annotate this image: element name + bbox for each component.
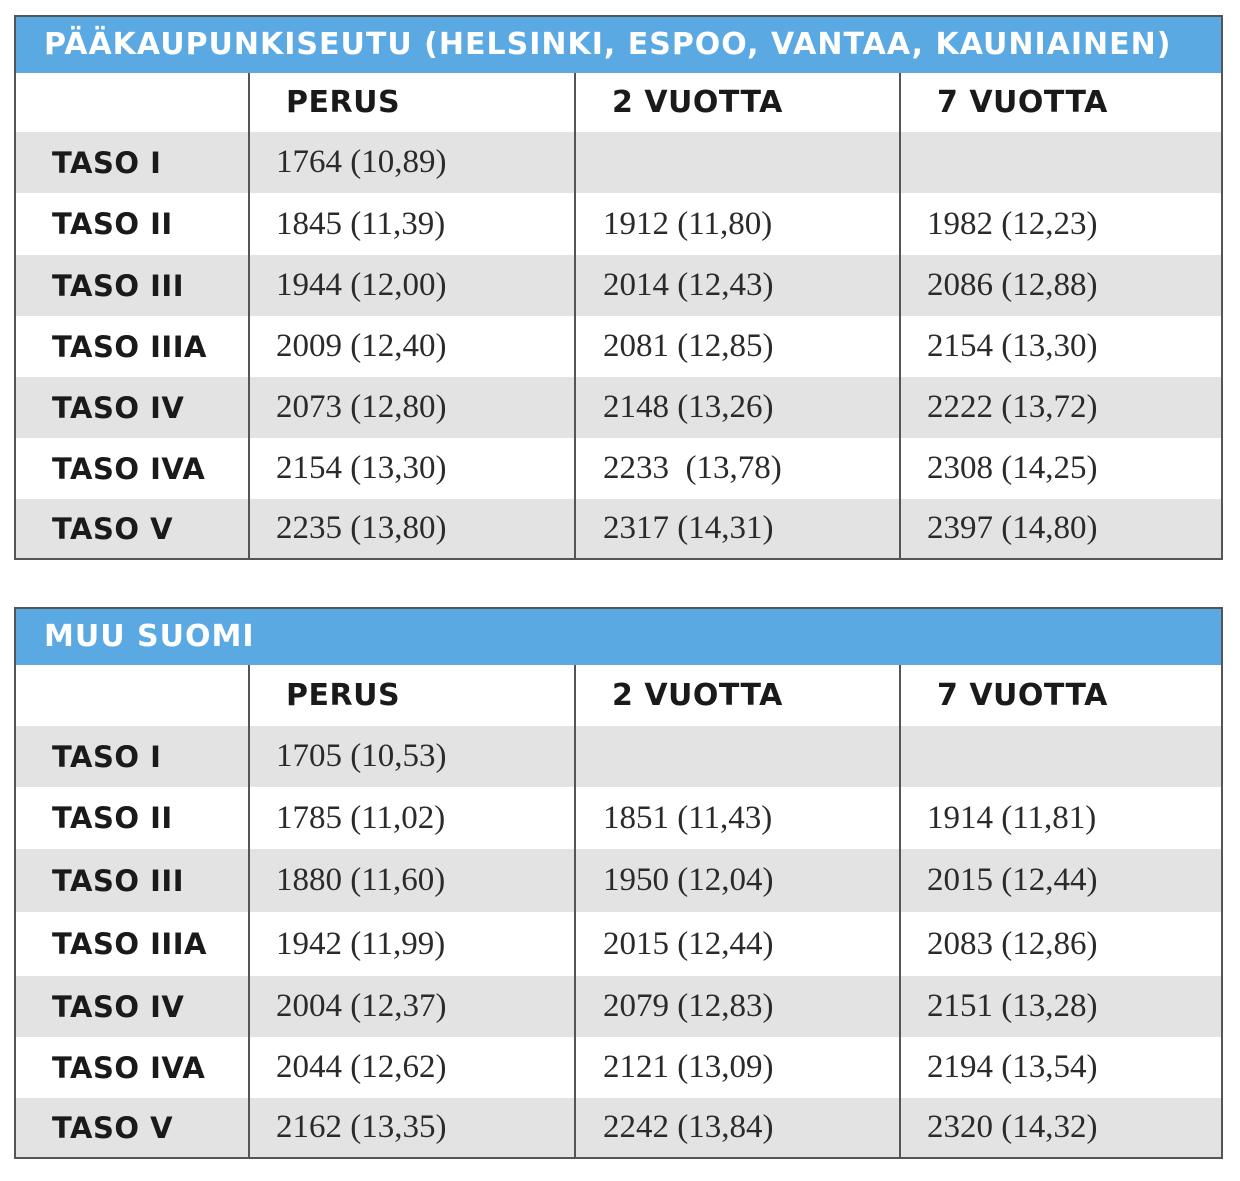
header-cell-7-vuotta: 7 VUOTTA xyxy=(899,73,1221,132)
cell-perus: 1764 (10,89) xyxy=(248,132,574,193)
cell-perus: 1705 (10,53) xyxy=(248,726,574,787)
cell-perus: 2009 (12,40) xyxy=(248,316,574,377)
cell-2-vuotta xyxy=(574,726,899,787)
cell-7-vuotta: 2151 (13,28) xyxy=(899,976,1221,1037)
row-label: TASO IIIA xyxy=(52,329,207,364)
cell-perus: 2162 (13,35) xyxy=(248,1098,574,1157)
cell-7-vuotta xyxy=(899,132,1221,193)
row-label: TASO III xyxy=(52,268,184,303)
cell-2-vuotta: 2233 (13,78) xyxy=(574,438,899,499)
cell-perus: 2073 (12,80) xyxy=(248,377,574,438)
table-row: TASO I 1705 (10,53) xyxy=(16,726,1221,787)
cell-perus: 2044 (12,62) xyxy=(248,1037,574,1098)
header-cell-perus: PERUS xyxy=(248,73,574,132)
header-row: PERUS 2 VUOTTA 7 VUOTTA xyxy=(16,73,1221,132)
table-row: TASO II 1845 (11,39) 1912 (11,80) 1982 (… xyxy=(16,193,1221,255)
header-cell-7-vuotta: 7 VUOTTA xyxy=(899,665,1221,726)
cell-perus: 2154 (13,30) xyxy=(248,438,574,499)
cell-perus: 1880 (11,60) xyxy=(248,849,574,912)
cell-2-vuotta xyxy=(574,132,899,193)
cell-7-vuotta: 2194 (13,54) xyxy=(899,1037,1221,1098)
cell-2-vuotta: 2148 (13,26) xyxy=(574,377,899,438)
table-row: TASO IIIA 2009 (12,40) 2081 (12,85) 2154… xyxy=(16,316,1221,377)
table-title: PÄÄKAUPUNKISEUTU (HELSINKI, ESPOO, VANTA… xyxy=(16,17,1221,73)
row-label: TASO I xyxy=(52,739,162,774)
cell-7-vuotta: 2015 (12,44) xyxy=(899,849,1221,912)
table-grid: PERUS 2 VUOTTA 7 VUOTTA TASO I 1705 (10,… xyxy=(16,665,1221,1157)
cell-perus: 1944 (12,00) xyxy=(248,255,574,316)
header-cell-2-vuotta: 2 VUOTTA xyxy=(574,73,899,132)
table-row: TASO V 2162 (13,35) 2242 (13,84) 2320 (1… xyxy=(16,1098,1221,1157)
cell-7-vuotta: 2308 (14,25) xyxy=(899,438,1221,499)
cell-7-vuotta xyxy=(899,726,1221,787)
cell-2-vuotta: 2121 (13,09) xyxy=(574,1037,899,1098)
table-row: TASO IVA 2154 (13,30) 2233 (13,78) 2308 … xyxy=(16,438,1221,499)
cell-7-vuotta: 1982 (12,23) xyxy=(899,193,1221,255)
row-label: TASO IIIA xyxy=(52,927,207,961)
row-label: TASO V xyxy=(52,1110,174,1145)
cell-perus: 1785 (11,02) xyxy=(248,787,574,849)
salary-table-rest-of-finland: MUU SUOMI PERUS 2 VUOTTA 7 VUOTTA TASO I… xyxy=(14,607,1223,1159)
header-cell-empty xyxy=(16,665,248,726)
table-row: TASO II 1785 (11,02) 1851 (11,43) 1914 (… xyxy=(16,787,1221,849)
cell-7-vuotta: 2320 (14,32) xyxy=(899,1098,1221,1157)
salary-table-capital-region: PÄÄKAUPUNKISEUTU (HELSINKI, ESPOO, VANTA… xyxy=(14,15,1223,560)
row-label: TASO I xyxy=(52,145,162,180)
cell-7-vuotta: 2154 (13,30) xyxy=(899,316,1221,377)
row-label: TASO V xyxy=(52,511,174,546)
header-cell-perus: PERUS xyxy=(248,665,574,726)
table-row: TASO IV 2004 (12,37) 2079 (12,83) 2151 (… xyxy=(16,976,1221,1037)
cell-7-vuotta: 1914 (11,81) xyxy=(899,787,1221,849)
table-row: TASO IIIA 1942 (11,99) 2015 (12,44) 2083… xyxy=(16,912,1221,976)
row-label: TASO II xyxy=(52,207,173,241)
cell-7-vuotta: 2397 (14,80) xyxy=(899,499,1221,558)
cell-2-vuotta: 2242 (13,84) xyxy=(574,1098,899,1157)
cell-2-vuotta: 2317 (14,31) xyxy=(574,499,899,558)
row-label: TASO IV xyxy=(52,390,185,425)
row-label: TASO IVA xyxy=(52,1050,206,1085)
header-cell-empty xyxy=(16,73,248,132)
table-row: TASO IV 2073 (12,80) 2148 (13,26) 2222 (… xyxy=(16,377,1221,438)
cell-perus: 2235 (13,80) xyxy=(248,499,574,558)
table-row: TASO III 1880 (11,60) 1950 (12,04) 2015 … xyxy=(16,849,1221,912)
row-label: TASO IV xyxy=(52,989,185,1024)
row-label: TASO II xyxy=(52,801,173,835)
cell-7-vuotta: 2086 (12,88) xyxy=(899,255,1221,316)
row-label: TASO III xyxy=(52,863,184,898)
cell-7-vuotta: 2222 (13,72) xyxy=(899,377,1221,438)
cell-2-vuotta: 2014 (12,43) xyxy=(574,255,899,316)
cell-2-vuotta: 1851 (11,43) xyxy=(574,787,899,849)
table-row: TASO I 1764 (10,89) xyxy=(16,132,1221,193)
cell-perus: 1845 (11,39) xyxy=(248,193,574,255)
cell-perus: 1942 (11,99) xyxy=(248,912,574,976)
table-row: TASO V 2235 (13,80) 2317 (14,31) 2397 (1… xyxy=(16,499,1221,558)
cell-7-vuotta: 2083 (12,86) xyxy=(899,912,1221,976)
cell-2-vuotta: 2079 (12,83) xyxy=(574,976,899,1037)
cell-perus: 2004 (12,37) xyxy=(248,976,574,1037)
cell-2-vuotta: 1912 (11,80) xyxy=(574,193,899,255)
table-title: MUU SUOMI xyxy=(16,609,1221,665)
header-row: PERUS 2 VUOTTA 7 VUOTTA xyxy=(16,665,1221,726)
header-cell-2-vuotta: 2 VUOTTA xyxy=(574,665,899,726)
cell-2-vuotta: 2015 (12,44) xyxy=(574,912,899,976)
table-row: TASO III 1944 (12,00) 2014 (12,43) 2086 … xyxy=(16,255,1221,316)
cell-2-vuotta: 1950 (12,04) xyxy=(574,849,899,912)
cell-2-vuotta: 2081 (12,85) xyxy=(574,316,899,377)
row-label: TASO IVA xyxy=(52,451,206,486)
table-row: TASO IVA 2044 (12,62) 2121 (13,09) 2194 … xyxy=(16,1037,1221,1098)
table-grid: PERUS 2 VUOTTA 7 VUOTTA TASO I 1764 (10,… xyxy=(16,73,1221,558)
